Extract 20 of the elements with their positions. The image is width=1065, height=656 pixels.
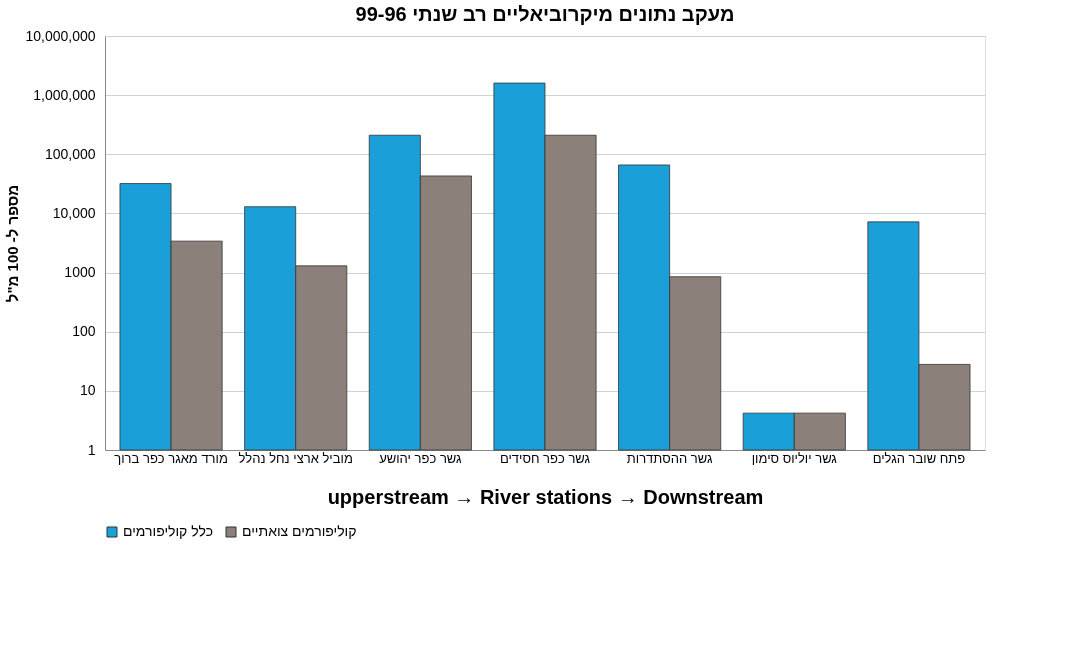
y-tick-label: 1,000,000 bbox=[33, 86, 96, 103]
y-tick-label: 100 bbox=[72, 323, 96, 340]
y-tick-label: 10,000,000 bbox=[25, 27, 96, 44]
y-axis-title: מספר ל- 100 מ"ל bbox=[4, 184, 22, 303]
y-tick-label: 100,000 bbox=[44, 145, 96, 162]
legend-label: כלל קוליפורמים bbox=[123, 523, 214, 539]
x-tick-label: גשר כפר יהושע bbox=[379, 450, 463, 466]
x-axis-title: upperstream → River stations → Downstream bbox=[327, 485, 764, 508]
y-tick-label: 10,000 bbox=[52, 204, 96, 221]
y-tick-label: 10 bbox=[79, 382, 96, 399]
x-tick-label: מוביל ארצי נחל נהלל bbox=[238, 450, 353, 466]
chart-title: מעקב נתונים מיקרוביאליים רב שנתי 99-96 bbox=[355, 3, 735, 25]
y-tick-label: 1000 bbox=[64, 264, 96, 281]
x-tick-label: פתח שובר הגלים bbox=[872, 450, 966, 466]
x-tick-label: גשר ההסתדרות bbox=[626, 450, 713, 466]
legend-label: קוליפורמים צואתיים bbox=[242, 523, 357, 539]
x-tick-label: גשר כפר חסידים bbox=[499, 450, 591, 466]
y-tick-label: 1 bbox=[87, 441, 96, 458]
x-tick-label: גשר יוליוס סימון bbox=[751, 450, 838, 466]
x-tick-label: מורד מאגר כפר ברוך bbox=[114, 450, 228, 466]
